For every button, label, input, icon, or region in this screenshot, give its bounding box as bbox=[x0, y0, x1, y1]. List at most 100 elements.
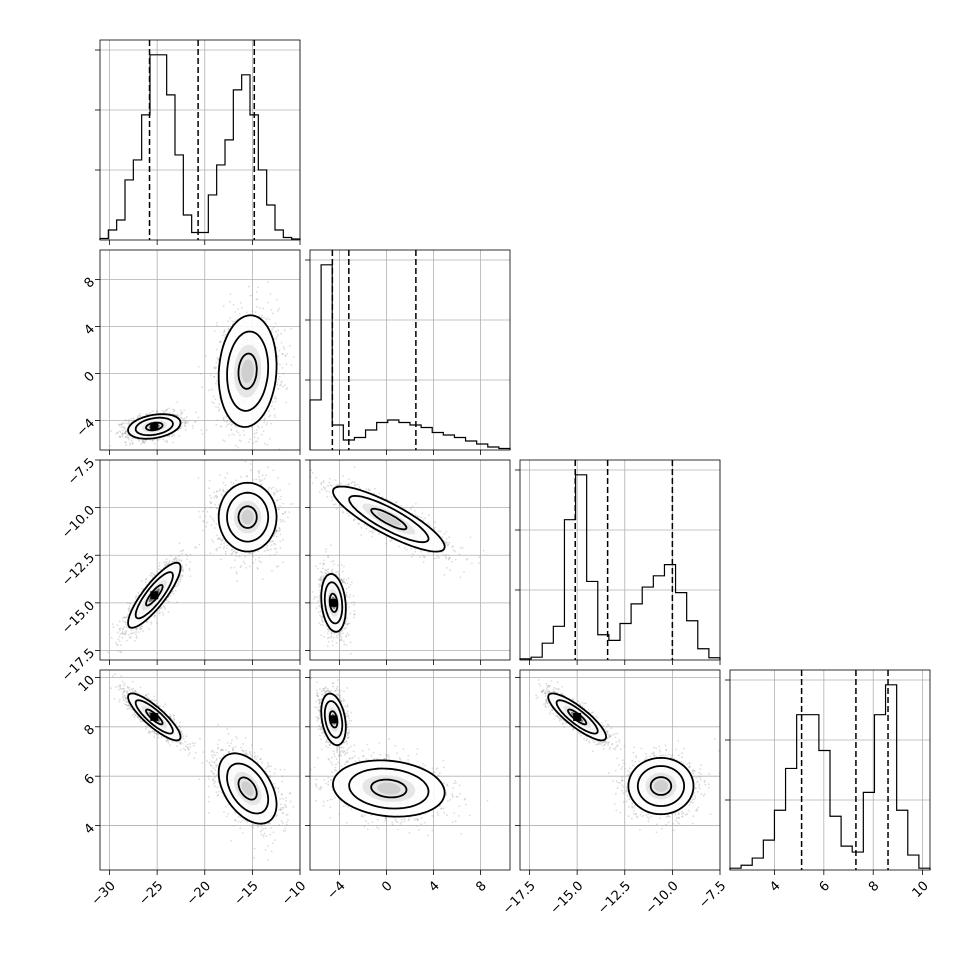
sample-point bbox=[119, 627, 122, 630]
sample-point bbox=[125, 639, 128, 642]
sample-point bbox=[127, 436, 130, 439]
corner-panels: −30 −25 −20 −15 −10 −4 0 4 8 −17.5 −15.0 −12.5 −10.0… bbox=[59, 39, 932, 917]
sample-point bbox=[218, 403, 221, 405]
sample-point bbox=[128, 610, 131, 613]
sample-point bbox=[265, 318, 267, 321]
sample-point bbox=[218, 489, 221, 492]
sample-point bbox=[274, 416, 276, 419]
sample-point bbox=[281, 366, 284, 369]
sample-point bbox=[145, 414, 147, 416]
sample-point bbox=[198, 510, 200, 513]
sample-point bbox=[172, 441, 175, 444]
sample-point bbox=[255, 440, 258, 443]
sample-point bbox=[179, 574, 182, 577]
histogram-frame-2 bbox=[519, 459, 721, 661]
sample-point bbox=[223, 419, 226, 422]
sample-point bbox=[122, 620, 124, 623]
sample-point bbox=[175, 414, 178, 417]
sample-point bbox=[225, 425, 228, 428]
sample-point bbox=[282, 373, 285, 375]
sample-point bbox=[130, 632, 133, 635]
sample-point bbox=[121, 424, 123, 426]
sample-point bbox=[258, 469, 261, 472]
sample-point bbox=[125, 625, 128, 628]
sample-point bbox=[270, 405, 273, 408]
sample-point bbox=[275, 528, 278, 531]
sample-point bbox=[278, 530, 281, 532]
sample-point bbox=[169, 594, 172, 597]
sample-point bbox=[268, 410, 270, 412]
sample-point bbox=[181, 574, 184, 577]
sample-point bbox=[123, 633, 126, 636]
sample-point bbox=[168, 407, 171, 410]
contour-line bbox=[127, 413, 182, 440]
sample-point bbox=[183, 409, 186, 411]
sample-point bbox=[123, 426, 126, 429]
sample-point bbox=[129, 444, 132, 446]
sample-point bbox=[275, 338, 277, 340]
sample-point bbox=[227, 327, 230, 330]
sample-point bbox=[186, 554, 189, 557]
sample-point bbox=[171, 560, 174, 563]
sample-point bbox=[164, 564, 166, 567]
sample-point bbox=[280, 342, 283, 344]
sample-point bbox=[178, 542, 181, 544]
sample-point bbox=[127, 419, 130, 422]
sample-point bbox=[189, 554, 192, 556]
sample-point bbox=[173, 434, 176, 437]
sample-point bbox=[275, 490, 278, 493]
sample-point bbox=[272, 469, 275, 472]
sample-point bbox=[124, 621, 127, 623]
panel-content bbox=[100, 250, 300, 450]
sample-point bbox=[213, 367, 216, 370]
sample-point bbox=[135, 628, 138, 631]
sample-point bbox=[250, 552, 252, 554]
sample-point bbox=[124, 430, 127, 433]
sample-point bbox=[121, 433, 123, 435]
sample-point bbox=[269, 438, 271, 440]
sample-point bbox=[132, 437, 135, 439]
sample-point bbox=[263, 418, 266, 421]
sample-point bbox=[135, 635, 138, 638]
sample-point bbox=[131, 437, 134, 439]
sample-point bbox=[278, 349, 281, 352]
sample-point bbox=[127, 433, 130, 436]
sample-point bbox=[118, 629, 121, 632]
sample-point bbox=[208, 479, 211, 482]
sample-point bbox=[260, 561, 262, 564]
sample-point bbox=[216, 547, 219, 550]
sample-point bbox=[180, 416, 183, 419]
sample-point bbox=[205, 429, 208, 431]
sample-point bbox=[121, 617, 124, 619]
sample-point bbox=[234, 311, 237, 313]
sample-point bbox=[232, 303, 235, 306]
sample-point bbox=[215, 490, 218, 493]
sample-point bbox=[158, 612, 161, 615]
sample-point bbox=[118, 620, 121, 623]
sample-point bbox=[218, 538, 221, 541]
sample-point bbox=[171, 590, 174, 593]
sample-point bbox=[166, 440, 169, 442]
sample-point bbox=[180, 425, 183, 428]
sample-point bbox=[118, 424, 120, 427]
sample-point bbox=[128, 634, 131, 636]
sample-point bbox=[185, 553, 187, 555]
sample-point bbox=[131, 442, 134, 445]
sample-point bbox=[150, 621, 153, 624]
sample-point bbox=[135, 631, 138, 633]
sample-point bbox=[161, 611, 164, 614]
sample-point bbox=[145, 621, 148, 623]
sample-point bbox=[122, 433, 124, 436]
sample-point bbox=[286, 353, 289, 355]
sample-point bbox=[192, 427, 194, 429]
sample-point bbox=[275, 535, 278, 538]
sample-point bbox=[168, 560, 171, 562]
sample-point bbox=[184, 421, 187, 424]
sample-point bbox=[158, 609, 160, 612]
sample-point bbox=[216, 495, 219, 498]
sample-point bbox=[141, 588, 144, 590]
sample-point bbox=[116, 643, 119, 646]
sample-point bbox=[176, 413, 179, 416]
sample-point bbox=[212, 395, 215, 398]
sample-point bbox=[266, 422, 268, 424]
